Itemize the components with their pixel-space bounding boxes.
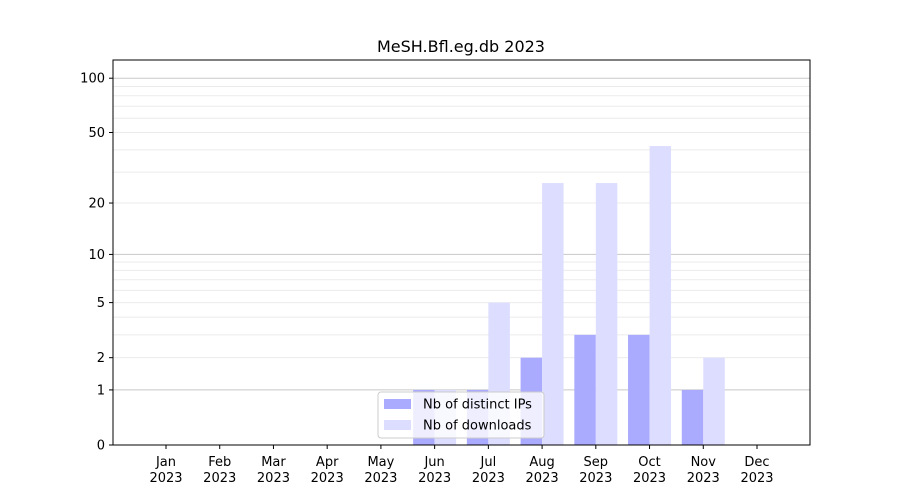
bar-distinct-ips (574, 334, 596, 445)
legend: Nb of distinct IPs Nb of downloads (377, 391, 545, 439)
legend-label: Nb of distinct IPs (423, 398, 532, 413)
x-tick-label: Apr 2023 (311, 455, 344, 486)
x-tick-label: Feb 2023 (203, 455, 236, 486)
plot-frame (112, 59, 811, 446)
legend-swatch (384, 420, 411, 430)
y-tick-label: 50 (88, 126, 105, 141)
bar-distinct-ips (628, 334, 650, 445)
bar-downloads (595, 183, 618, 445)
y-tick-label: 1 (97, 383, 105, 398)
x-tick-label: Mar 2023 (257, 455, 290, 486)
y-tick-label: 0 (97, 439, 105, 454)
x-tick-label: Jun 2023 (418, 455, 451, 486)
y-tick-label: 20 (88, 197, 105, 212)
x-tick-label: Dec 2023 (740, 455, 773, 486)
y-tick-label: 100 (80, 72, 105, 87)
chart-title: MeSH.Bfl.eg.db 2023 (377, 37, 545, 56)
y-tick-label: 10 (88, 248, 105, 263)
x-tick-label: Oct 2023 (633, 455, 666, 486)
y-tick-label: 2 (97, 351, 105, 366)
bar-downloads (542, 183, 564, 445)
x-tick-label: Aug 2023 (526, 455, 559, 486)
bar-distinct-ips (681, 389, 704, 445)
x-tick-label: Jul 2023 (472, 455, 505, 486)
bar-downloads (703, 357, 725, 445)
legend-swatch (384, 399, 411, 409)
legend-label: Nb of downloads (423, 419, 532, 434)
x-tick-label: Jan 2023 (149, 455, 182, 486)
bar-downloads (649, 146, 672, 445)
x-tick-label: Sep 2023 (579, 455, 612, 486)
legend-box (377, 391, 545, 439)
x-tick-label: May 2023 (364, 455, 397, 486)
x-tick-label: Nov 2023 (687, 455, 720, 486)
y-tick-label: 5 (97, 296, 105, 311)
